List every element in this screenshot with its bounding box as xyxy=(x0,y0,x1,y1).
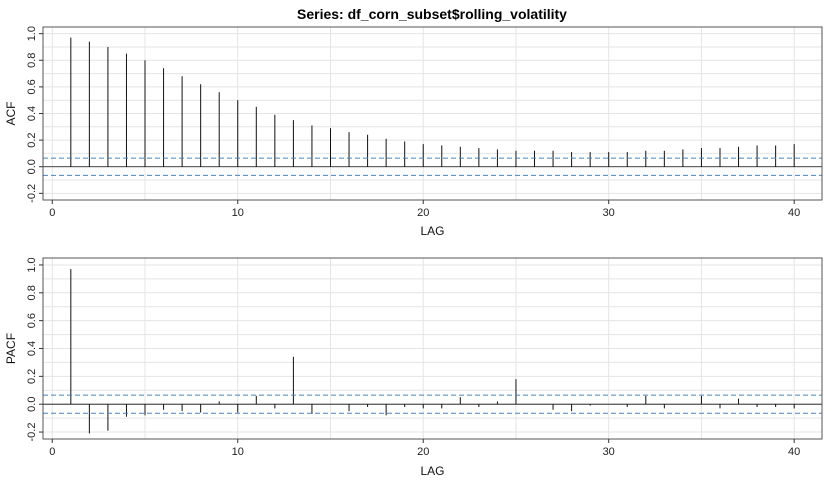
acf-xtick-label: 30 xyxy=(603,207,615,219)
acf-ytick-label: 0.4 xyxy=(26,106,38,121)
acf-ytick-label: 0.8 xyxy=(26,53,38,68)
pacf-x-axis-title: LAG xyxy=(420,464,444,478)
pacf-ytick-label: 0.2 xyxy=(26,369,38,384)
pacf-ytick-label: 1.0 xyxy=(26,257,38,272)
pacf-xtick-label: 0 xyxy=(49,446,55,458)
acf-ytick-label: 0.0 xyxy=(26,159,38,174)
acf-panel: 0 10 20 30 40 -0.2 0.0 0.2 0.4 0.6 0.8 1.0 LAG ACF xyxy=(4,26,823,238)
pacf-grid xyxy=(43,258,822,439)
acf-xtick-label: 10 xyxy=(232,207,244,219)
acf-ytick-label: -0.2 xyxy=(26,184,38,203)
acf-xtick-label: 40 xyxy=(788,207,800,219)
pacf-xtick-label: 30 xyxy=(603,446,615,458)
acf-spikes xyxy=(70,37,795,167)
pacf-ytick-label: 0.6 xyxy=(26,313,38,328)
acf-x-axis-title: LAG xyxy=(420,224,444,238)
pacf-y-axis-title: PACF xyxy=(4,333,18,364)
pacf-ytick-label: -0.2 xyxy=(26,423,38,442)
pacf-ytick-label: 0.0 xyxy=(26,397,38,412)
acf-ytick-label: 1.0 xyxy=(26,26,38,41)
acf-ytick-label: 0.2 xyxy=(26,132,38,147)
acf-xtick-label: 20 xyxy=(417,207,429,219)
pacf-ytick-label: 0.4 xyxy=(26,341,38,356)
pacf-xtick-label: 10 xyxy=(232,446,244,458)
pacf-spikes xyxy=(70,269,795,434)
figure-title: Series: df_corn_subset$rolling_volatilit… xyxy=(297,6,567,22)
pacf-xtick-label: 20 xyxy=(417,446,429,458)
acf-ytick-label: 0.6 xyxy=(26,79,38,94)
pacf-xtick-label: 40 xyxy=(788,446,800,458)
pacf-ytick-label: 0.8 xyxy=(26,285,38,300)
pacf-panel: 0 10 20 30 40 -0.2 0.0 0.2 0.4 0.6 0.8 1.0 LAG PACF xyxy=(4,257,823,478)
acf-grid xyxy=(43,27,822,200)
acf-y-axis-title: ACF xyxy=(4,102,18,126)
acf-xtick-label: 0 xyxy=(49,207,55,219)
